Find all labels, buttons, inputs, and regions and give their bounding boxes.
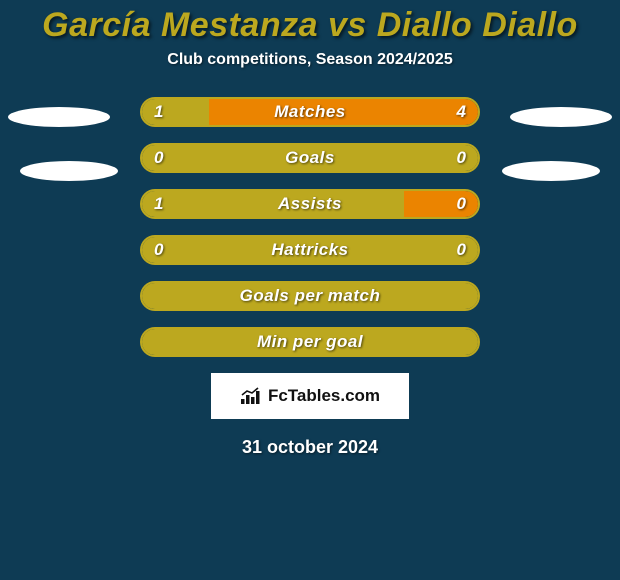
stat-label: Min per goal (257, 332, 363, 352)
stat-value-left: 0 (154, 148, 163, 168)
stat-value-right: 4 (457, 102, 466, 122)
stat-value-left: 0 (154, 240, 163, 260)
stat-value-left: 1 (154, 194, 163, 214)
stat-label: Matches (274, 102, 346, 122)
stat-value-right: 0 (457, 194, 466, 214)
comparison-title: García Mestanza vs Diallo Diallo (0, 0, 620, 45)
stat-row: Min per goal (140, 327, 480, 357)
stat-value-right: 0 (457, 240, 466, 260)
stat-row: Assists 1 0 (140, 189, 480, 219)
stat-label: Goals per match (240, 286, 381, 306)
player-shadow-ellipse (8, 107, 110, 127)
stat-value-right: 0 (457, 148, 466, 168)
player-shadow-ellipse (510, 107, 612, 127)
stat-row: Goals 0 0 (140, 143, 480, 173)
generated-date: 31 october 2024 (0, 437, 620, 458)
player-shadow-ellipse (502, 161, 600, 181)
comparison-arena: Matches14Goals00Assists10Hattricks00Goal… (0, 97, 620, 357)
comparison-subtitle: Club competitions, Season 2024/2025 (0, 51, 620, 69)
stat-fill-left (142, 99, 209, 125)
stat-fill-left (142, 191, 404, 217)
stat-row: Matches 1 4 (140, 97, 480, 127)
brand-box: FcTables.com (211, 373, 409, 419)
brand-chart-icon (240, 387, 262, 405)
stat-bars: Matches14Goals00Assists10Hattricks00Goal… (140, 97, 480, 357)
stat-label: Goals (285, 148, 335, 168)
stat-value-left: 1 (154, 102, 163, 122)
stat-label: Assists (278, 194, 342, 214)
stat-row: Goals per match (140, 281, 480, 311)
stat-row: Hattricks 0 0 (140, 235, 480, 265)
player-shadow-ellipse (20, 161, 118, 181)
stat-fill-right (404, 191, 478, 217)
stat-label: Hattricks (271, 240, 348, 260)
brand-text: FcTables.com (268, 386, 380, 406)
